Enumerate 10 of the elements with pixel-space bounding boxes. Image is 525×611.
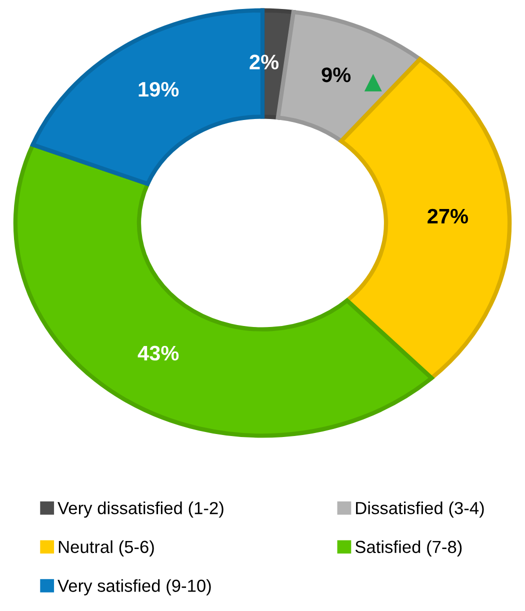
data-label: 27%: [428, 208, 468, 224]
legend-label: Satisfied (7-8): [355, 540, 462, 557]
data-label: 43%: [138, 346, 179, 361]
data-label: 9%: [322, 67, 351, 82]
legend-label: Very satisfied (9-10): [58, 579, 211, 596]
legend-label: Neutral (5-6): [58, 540, 154, 557]
legend-label: Dissatisfied (3-4): [356, 502, 484, 518]
legend-label: Very dissatisfied (1-2): [58, 502, 224, 518]
data-label: 2%: [250, 54, 279, 70]
data-label: 19%: [138, 82, 179, 97]
